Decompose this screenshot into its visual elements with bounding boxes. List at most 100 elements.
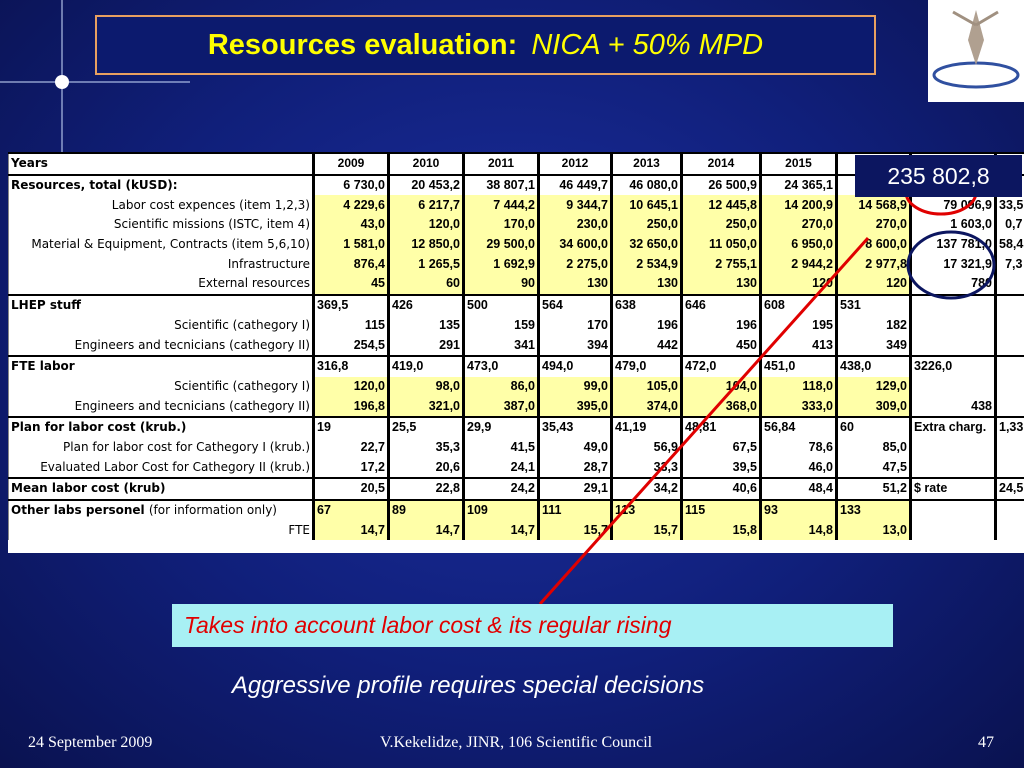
cell: 32 650,0 [610, 234, 682, 255]
cell: 39,5 [680, 457, 761, 478]
label-note: (for information only) [148, 503, 277, 518]
cell: 646 [680, 293, 761, 316]
footer-author: V.Kekelidze, JINR, 106 Scientific Counci… [380, 734, 653, 751]
label-text: Resources, total (kUSD): [11, 178, 178, 193]
row-label: External resources [8, 274, 314, 295]
cell: 19 [312, 415, 389, 438]
table-row: FTE labor 316,8 419,0 473,0 494,0 479,0 472,0 4… [8, 354, 1024, 377]
cell: 387,0 [462, 396, 539, 417]
table-row: Material & Equipment, Contracts (item 5,… [8, 234, 1024, 255]
row-label: Labor cost expences (item 1,2,3) [8, 195, 314, 216]
cell: 60 [835, 415, 911, 438]
label-text: Evaluated Labor Cost for Cathegory II (k… [40, 459, 310, 474]
logo-art [932, 10, 1020, 89]
cell: 56,84 [759, 415, 837, 438]
table-row: Scientific (cathegory I) 120,0 98,0 86,0 99,… [8, 376, 1024, 397]
cell: 46 080,0 [610, 173, 682, 196]
cell: 49,0 [537, 437, 612, 458]
label-text: Years [11, 156, 48, 171]
cell: 34 600,0 [537, 234, 612, 255]
cell: 170 [537, 315, 612, 336]
cell: 133 [835, 498, 911, 521]
cell [994, 335, 1024, 356]
cell: 85,0 [835, 437, 911, 458]
cell [994, 274, 1024, 295]
label-text: FTE [288, 522, 310, 537]
row-label: Scientific missions (ISTC, item 4) [8, 215, 314, 235]
cell [994, 396, 1024, 417]
table-row: Scientific missions (ISTC, item 4) 43,0 12… [8, 215, 1024, 235]
table-row: Other labs personel (for information onl… [8, 498, 1024, 521]
label-text: Material & Equipment, Contracts (item 5,… [31, 237, 310, 252]
cell: 41,19 [610, 415, 682, 438]
cell: 9 344,7 [537, 195, 612, 216]
row-label: Resources, total (kUSD): [8, 173, 314, 196]
cell: 93 [759, 498, 837, 521]
cell: 531 [835, 293, 911, 316]
cell: 48,4 [759, 477, 837, 500]
footer-date: 24 September 2009 [28, 734, 153, 751]
cell: 24 365,1 [759, 173, 837, 196]
label-text: Scientific missions (ISTC, item 4) [113, 217, 310, 232]
table-row: Evaluated Labor Cost for Cathegory II (k… [8, 457, 1024, 478]
cell: 196 [680, 315, 761, 336]
cell: 2015 [759, 152, 837, 175]
cell: 135 [387, 315, 464, 336]
blue-ellipse [906, 230, 996, 300]
cell: 13,0 [835, 520, 911, 541]
cell: 316,8 [312, 354, 389, 377]
cell: 395,0 [537, 396, 612, 417]
table-row: Mean labor cost (krub) 20,5 22,8 24,2 29,1 34… [8, 477, 1024, 500]
cell: 270,0 [835, 215, 911, 235]
cell: 33,3 [610, 457, 682, 478]
cell: 34,2 [610, 477, 682, 500]
cell: 254,5 [312, 335, 389, 356]
cell: 182 [835, 315, 911, 336]
cell: 426 [387, 293, 464, 316]
table-panel: Years 2009 2010 2011 2012 2013 2014 2015 Resourc… [8, 152, 1024, 553]
table-row: LHEP stuff 369,5 426 500 564 638 646 608 531 [8, 293, 1024, 316]
cell: 250,0 [680, 215, 761, 235]
cell: $ rate [909, 477, 996, 500]
cell: 2 755,1 [680, 254, 761, 275]
cell: 472,0 [680, 354, 761, 377]
cell [994, 520, 1024, 541]
cell: 170,0 [462, 215, 539, 235]
table-row: Scientific (cathegory I) 115 135 159 170 196 1… [8, 315, 1024, 336]
cell [909, 315, 996, 336]
cell: 7 444,2 [462, 195, 539, 216]
label-text: FTE labor [11, 359, 75, 374]
cell: 60 [387, 274, 464, 295]
cell: 29,9 [462, 415, 539, 438]
label-text: Scientific (cathegory I) [174, 378, 310, 393]
table-row: External resources 45 60 90 130 130 130 120 120 7… [8, 274, 1024, 295]
cell: 3226,0 [909, 354, 996, 377]
label-text: Plan for labor cost for Cathegory I (kru… [63, 439, 310, 454]
cell: 46,0 [759, 457, 837, 478]
cell [909, 293, 996, 316]
cell: 349 [835, 335, 911, 356]
cell: 89 [387, 498, 464, 521]
cell: 473,0 [462, 354, 539, 377]
cell: 120,0 [387, 215, 464, 235]
cell: 15,7 [610, 520, 682, 541]
cell: 780 [909, 274, 996, 295]
cell: 2012 [537, 152, 612, 175]
label-text: External resources [198, 276, 310, 291]
cell [909, 457, 996, 478]
cell: 14,7 [312, 520, 389, 541]
cell [994, 437, 1024, 458]
cell: 17 321,9 [909, 254, 996, 275]
cell: 0,7 [994, 215, 1024, 235]
label-text: LHEP stuff [11, 298, 82, 313]
cell: 129,0 [835, 376, 911, 397]
cell: 22,7 [312, 437, 389, 458]
label-text: Plan for labor cost (krub.) [11, 420, 187, 435]
cell: 43,0 [312, 215, 389, 235]
cell: 17,2 [312, 457, 389, 478]
cell: 35,3 [387, 437, 464, 458]
cell: 99,0 [537, 376, 612, 397]
cell [994, 457, 1024, 478]
cell: 394 [537, 335, 612, 356]
